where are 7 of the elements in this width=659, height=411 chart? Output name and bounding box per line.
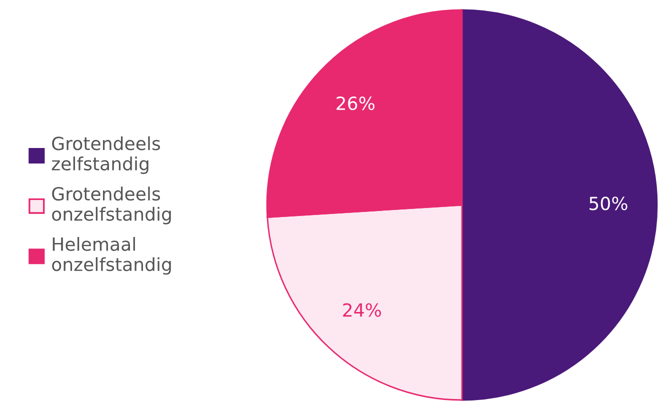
data-label: 26% (336, 96, 374, 110)
legend-label: Grotendeels onzelfstandig (52, 186, 171, 224)
data-label: 50% (590, 196, 628, 210)
data-label: 24% (343, 303, 381, 317)
pie-slice (461, 9, 658, 401)
legend-label: Grotendeels zelfstandig (52, 136, 160, 174)
legend-label: Helemaal onzelfstandig (52, 236, 171, 275)
